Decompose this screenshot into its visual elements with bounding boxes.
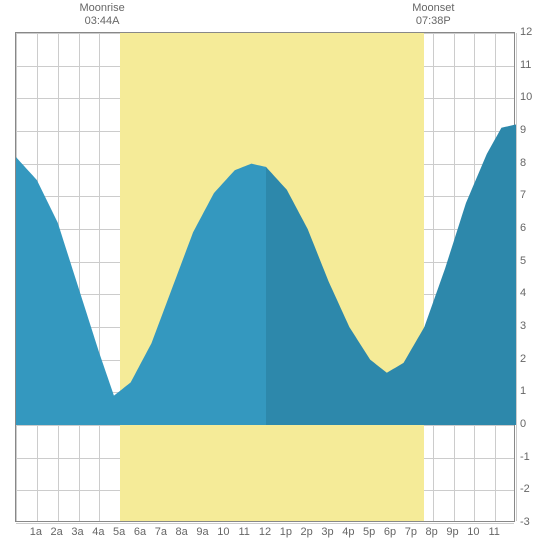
tide-area-pm (266, 124, 516, 425)
y-tick-label: 3 (520, 320, 526, 332)
x-tick-label: 5a (113, 526, 125, 538)
grid-h (16, 523, 514, 524)
x-tick-label: 4a (92, 526, 104, 538)
x-tick-label: 9p (446, 526, 458, 538)
y-tick-label: -1 (520, 451, 530, 463)
moonset-time: 07:38P (393, 15, 473, 28)
moonrise-time: 03:44A (62, 15, 142, 28)
tide-area-am (16, 157, 266, 425)
x-tick-label: 10 (217, 526, 229, 538)
x-tick-label: 6p (384, 526, 396, 538)
moonset-title: Moonset (393, 2, 473, 15)
y-tick-label: 4 (520, 287, 526, 299)
x-tick-label: 7p (405, 526, 417, 538)
x-tick-label: 7a (155, 526, 167, 538)
x-tick-label: 11 (238, 526, 249, 538)
x-tick-label: 3p (321, 526, 333, 538)
y-tick-label: -2 (520, 483, 530, 495)
x-tick-label: 2a (51, 526, 63, 538)
y-tick-label: 2 (520, 353, 526, 365)
y-tick-label: 0 (520, 418, 526, 430)
x-tick-label: 6a (134, 526, 146, 538)
y-tick-label: 10 (520, 91, 532, 103)
moonrise-label: Moonrise 03:44A (62, 2, 142, 28)
x-tick-label: 8p (426, 526, 438, 538)
y-tick-label: 8 (520, 157, 526, 169)
tide-chart (15, 32, 515, 522)
moonset-label: Moonset 07:38P (393, 2, 473, 28)
x-tick-label: 1a (30, 526, 42, 538)
tide-area (16, 33, 516, 523)
x-tick-label: 9a (196, 526, 208, 538)
x-tick-label: 4p (342, 526, 354, 538)
x-tick-label: 8a (176, 526, 188, 538)
y-tick-label: 12 (520, 26, 532, 38)
x-tick-label: 2p (301, 526, 313, 538)
y-tick-label: 1 (520, 385, 526, 397)
y-tick-label: 7 (520, 189, 526, 201)
y-tick-label: 11 (520, 59, 531, 71)
y-tick-label: 5 (520, 255, 526, 267)
x-tick-label: 10 (467, 526, 479, 538)
x-tick-label: 5p (363, 526, 375, 538)
x-tick-label: 11 (488, 526, 499, 538)
y-tick-label: -3 (520, 516, 530, 528)
y-tick-label: 6 (520, 222, 526, 234)
x-tick-label: 1p (280, 526, 292, 538)
y-tick-label: 9 (520, 124, 526, 136)
x-tick-label: 3a (71, 526, 83, 538)
grid-v (516, 33, 517, 521)
x-tick-label: 12 (259, 526, 271, 538)
moonrise-title: Moonrise (62, 2, 142, 15)
